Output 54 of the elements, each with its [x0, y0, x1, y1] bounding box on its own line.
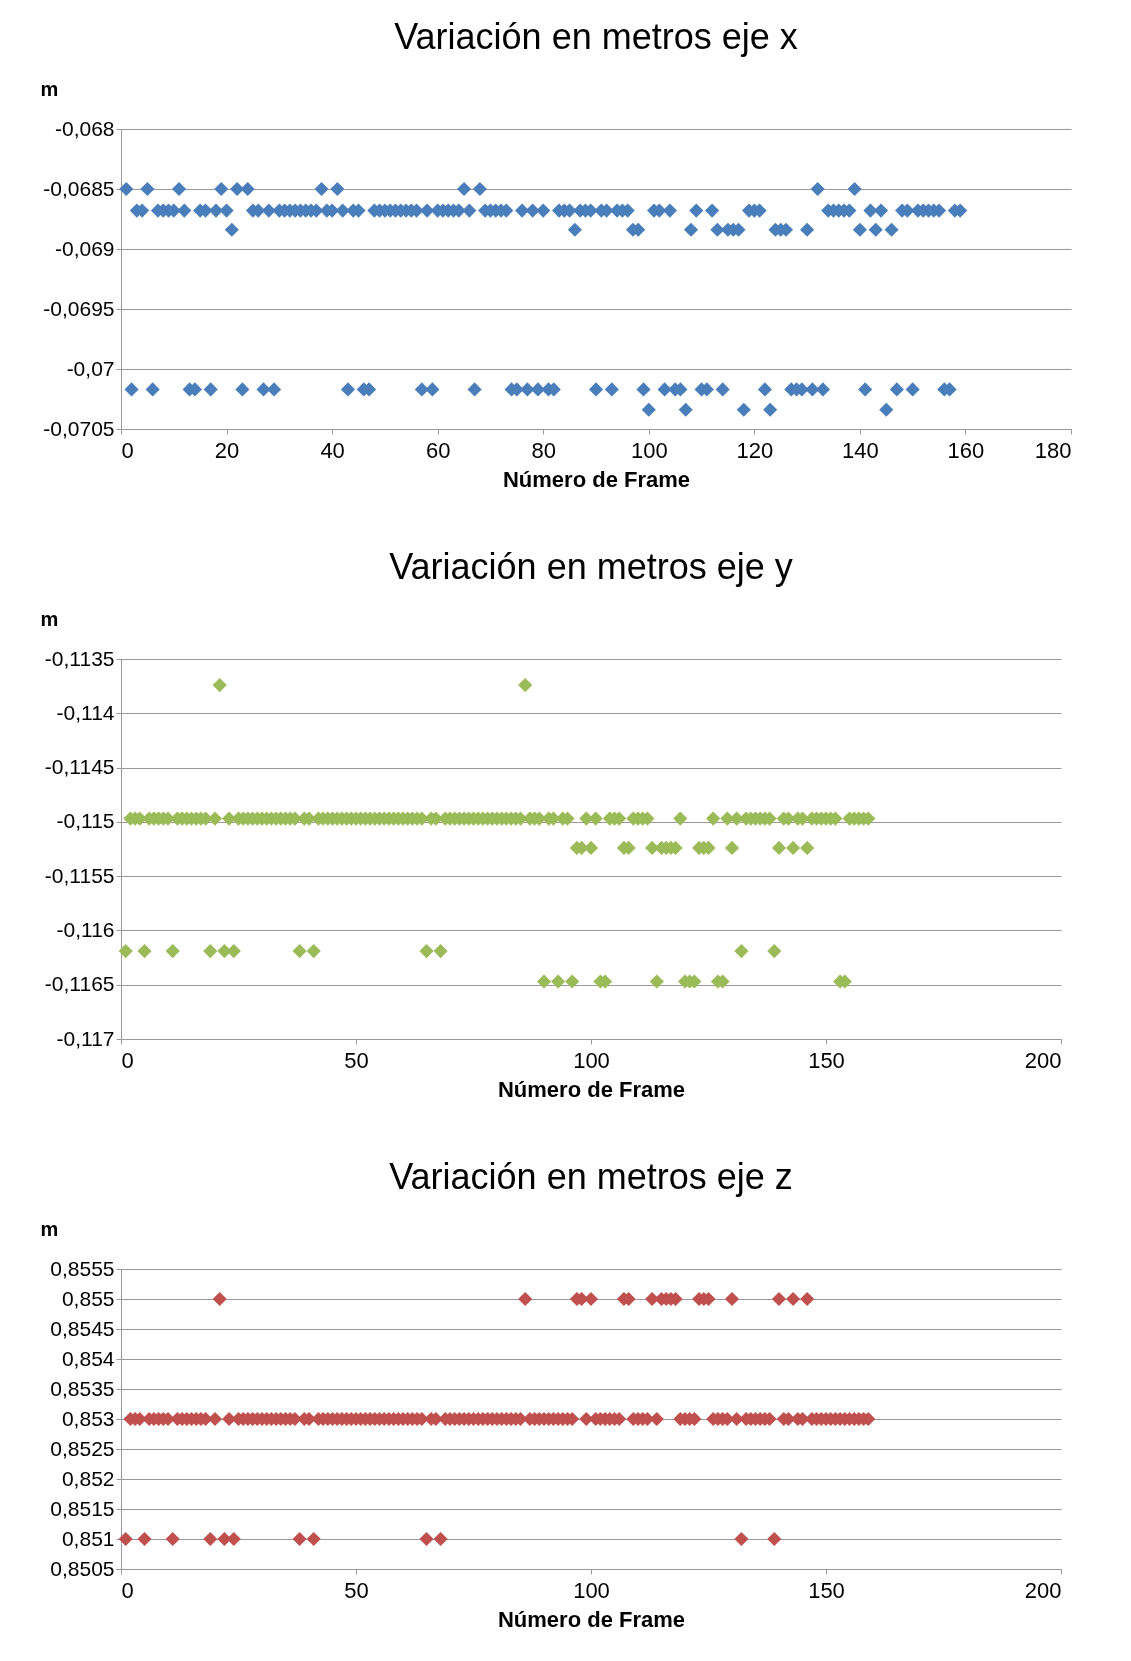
x-tick-label: 150: [808, 1577, 845, 1603]
y-tick-label: -0,114: [56, 700, 115, 724]
x-tick-label: 160: [947, 437, 985, 463]
chart-title: Variación en metros eje x: [394, 16, 798, 57]
y-tick-label: 0,854: [61, 1346, 115, 1370]
x-axis-title: Número de Frame: [497, 1606, 686, 1632]
y-tick-label: -0,0685: [43, 176, 115, 200]
chart-title: Variación en metros eje y: [389, 546, 793, 587]
x-tick-label: 100: [630, 437, 668, 463]
x-tick-label: 140: [842, 437, 879, 463]
y-axis-title: m: [40, 77, 59, 100]
y-tick-label: 0,8505: [50, 1556, 115, 1580]
y-axis-title: m: [40, 607, 59, 630]
y-tick-label: 0,855: [61, 1286, 115, 1310]
x-tick-label: 60: [425, 437, 451, 463]
chart-title: Variación en metros eje z: [389, 1156, 793, 1197]
y-tick-label: -0,1155: [44, 863, 115, 887]
y-tick-label: 0,8515: [50, 1496, 115, 1520]
y-tick-label: 0,852: [61, 1466, 115, 1490]
x-tick-label: 100: [573, 1047, 610, 1073]
y-tick-label: -0,116: [56, 917, 115, 941]
x-axis-title: Número de Frame: [497, 1076, 686, 1102]
x-tick-label: 180: [1034, 437, 1072, 463]
x-tick-label: 0: [121, 437, 134, 463]
y-tick-label: -0,0695: [43, 296, 115, 320]
y-tick-label: -0,069: [54, 236, 115, 260]
y-tick-label: 0,851: [61, 1526, 115, 1550]
x-tick-label: 50: [344, 1047, 369, 1073]
y-tick-label: 0,8545: [50, 1316, 115, 1340]
x-tick-label: 0: [121, 1577, 134, 1603]
x-tick-label: 0: [121, 1047, 134, 1073]
x-tick-label: 80: [531, 437, 556, 463]
x-tick-label: 100: [573, 1577, 610, 1603]
y-axis-title: m: [40, 1217, 59, 1240]
x-tick-label: 120: [736, 437, 774, 463]
y-tick-label: 0,8535: [50, 1376, 115, 1400]
x-tick-label: 200: [1024, 1047, 1062, 1073]
y-tick-label: -0,1165: [44, 972, 115, 996]
y-tick-label: -0,07: [66, 356, 115, 380]
y-tick-label: -0,1145: [44, 755, 115, 779]
y-tick-label: 0,8525: [50, 1436, 115, 1460]
y-tick-label: -0,117: [56, 1026, 115, 1050]
x-tick-label: 20: [214, 437, 240, 463]
x-tick-label: 200: [1024, 1577, 1062, 1603]
x-axis-title: Número de Frame: [502, 466, 691, 492]
y-tick-label: -0,068: [54, 116, 115, 140]
y-tick-label: -0,1135: [44, 646, 115, 670]
y-tick-label: -0,115: [56, 809, 115, 833]
y-tick-label: -0,0705: [43, 416, 115, 440]
y-tick-label: 0,8555: [50, 1256, 115, 1280]
x-tick-label: 150: [808, 1047, 845, 1073]
x-tick-label: 40: [320, 437, 345, 463]
y-tick-label: 0,853: [61, 1406, 115, 1430]
x-tick-label: 50: [344, 1577, 369, 1603]
